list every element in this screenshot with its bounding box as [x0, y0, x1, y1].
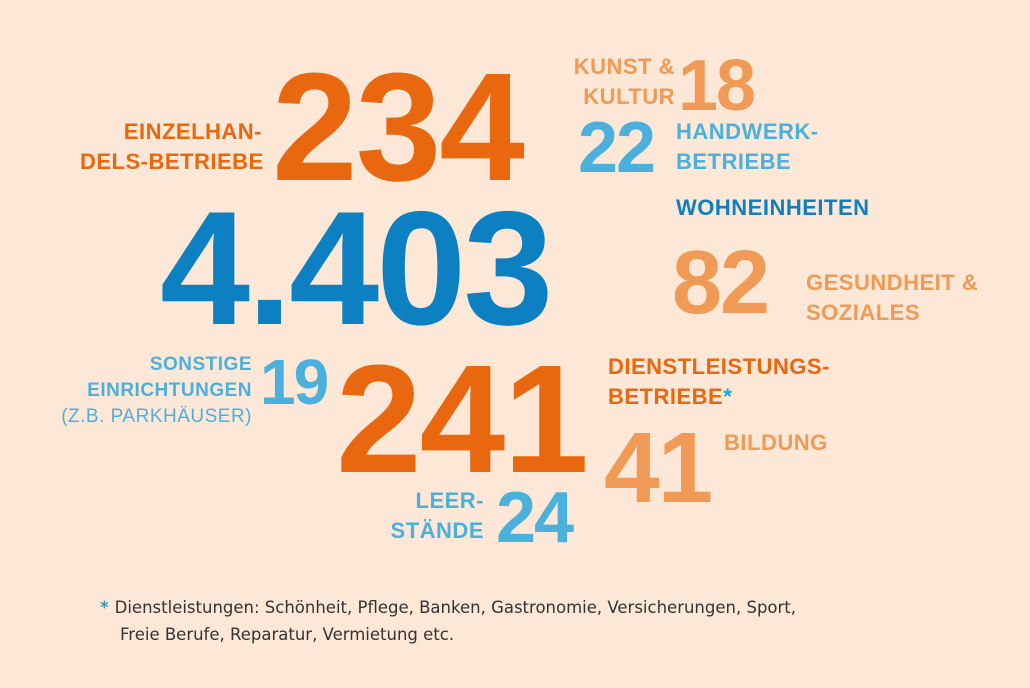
leerstaende-label: LEER- STÄNDE	[360, 486, 484, 546]
einzelhandel-value: 234	[272, 41, 525, 213]
footnote: * Dienstleistungen: Schönheit, Pflege, Ba…	[100, 594, 796, 648]
einzelhandel-label: EINZELHAN- DELS-BETRIEBE	[80, 117, 264, 177]
footnote-line1-row: * Dienstleistungen: Schönheit, Pflege, Ba…	[100, 594, 796, 621]
handwerk-label-line2: BETRIEBE	[676, 149, 792, 174]
kunst-label-line1: KUNST &	[573, 54, 675, 79]
footnote-line1: Dienstleistungen: Schönheit, Pflege, Ban…	[114, 598, 797, 617]
dienstleistung-label: DIENSTLEISTUNGS- BETRIEBE*	[608, 352, 830, 412]
sonstige-label-line2: EINRICHTUNGEN	[87, 380, 252, 401]
einzelhandel-label-line1: EINZELHAN-	[123, 119, 262, 144]
leerstaende-label-line1: LEER-	[415, 488, 484, 513]
sonstige-value: 19	[260, 346, 329, 418]
handwerk-value: 22	[578, 108, 656, 188]
dienstleistung-label-line1: DIENSTLEISTUNGS-	[608, 354, 830, 379]
gesundheit-label-line1: GESUNDHEIT &	[806, 270, 979, 295]
dienstleistung-label-line2-wrap: BETRIEBE*	[608, 382, 830, 412]
gesundheit-label-line2: SOZIALES	[806, 300, 921, 325]
kunst-value: 18	[678, 46, 756, 126]
gesundheit-value: 82	[672, 233, 770, 333]
footnote-line2: Freie Berufe, Reparatur, Vermietung etc.	[120, 625, 455, 644]
dienstleistung-asterisk: *	[723, 384, 733, 409]
leerstaende-label-line2: STÄNDE	[390, 518, 484, 543]
sonstige-label-line1: SONSTIGE	[149, 354, 252, 375]
sonstige-label-line3: (Z.B. PARKHÄUSER)	[61, 406, 252, 427]
kunst-label: KUNST & KULTUR	[540, 52, 675, 112]
handwerk-label: HANDWERK- BETRIEBE	[676, 117, 819, 177]
einzelhandel-label-line2: DELS-BETRIEBE	[80, 149, 264, 174]
wohneinheiten-label: WOHNEINHEITEN	[676, 195, 870, 220]
gesundheit-label: GESUNDHEIT & SOZIALES	[806, 268, 978, 328]
footnote-star: *	[100, 598, 109, 617]
wohneinheiten-value: 4.403	[160, 178, 553, 359]
kunst-label-line2: KULTUR	[583, 84, 675, 109]
bildung-label: BILDUNG	[724, 430, 828, 455]
handwerk-label-line1: HANDWERK-	[676, 119, 819, 144]
leerstaende-value: 24	[496, 478, 574, 558]
bildung-value: 41	[604, 412, 713, 524]
dienstleistung-value: 241	[336, 333, 589, 505]
dienstleistung-label-line2: BETRIEBE	[608, 384, 724, 409]
sonstige-label: SONSTIGE EINRICHTUNGEN (Z.B. PARKHÄUSER)	[60, 352, 252, 430]
